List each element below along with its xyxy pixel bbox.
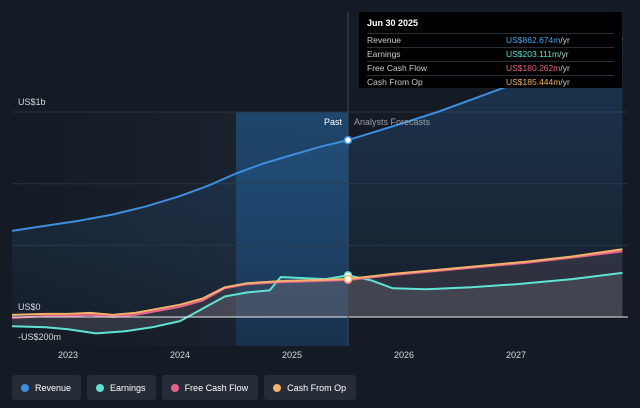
tooltip-row: Earnings US$203.111m /yr <box>367 47 614 61</box>
tooltip-row-name: Free Cash Flow <box>367 63 427 73</box>
series-line-earnings <box>11 271 623 335</box>
marker-cash-from-op <box>343 274 353 284</box>
chart-area: US$1b US$0 -US$200m 2023 2024 2025 2026 2027 P… <box>11 12 628 360</box>
tooltip-row-value: US$862.674m <box>506 35 561 45</box>
legend-item-cash-from-op[interactable]: Cash From Op <box>264 375 357 400</box>
x-tick-label: 2027 <box>506 350 526 360</box>
tooltip-row-unit: /yr <box>560 77 570 87</box>
legend-label: Earnings <box>110 382 146 393</box>
tooltip-row-value: US$180.262m <box>506 63 561 73</box>
tooltip-row-unit: /yr <box>560 35 570 45</box>
y-tick-label: US$0 <box>18 302 41 312</box>
y-tick-label: -US$200m <box>18 332 61 342</box>
tooltip-row-name: Revenue <box>367 35 402 45</box>
series-line-revenue <box>11 37 623 232</box>
x-tick-label: 2025 <box>282 350 302 360</box>
cash-area <box>12 249 623 317</box>
series-lines <box>11 37 623 335</box>
x-tick-label: 2026 <box>394 350 414 360</box>
revenue-area <box>12 38 623 317</box>
tooltip: Jun 30 2025 Revenue US$862.674m /yr Earnin… <box>359 12 622 88</box>
y-axis-labels: US$1b US$0 -US$200m <box>18 97 61 342</box>
legend-label: Free Cash Flow <box>184 382 249 393</box>
tooltip-row-name: Cash From Op <box>367 77 423 87</box>
legend-dot-icon <box>170 383 179 392</box>
legend-dot-icon <box>273 383 282 392</box>
legend: Revenue Earnings Free Cash Flow Cash From O… <box>12 375 357 400</box>
tooltip-row-value: US$203.111m <box>506 49 560 59</box>
y-tick-label: US$1b <box>18 97 46 107</box>
legend-label: Cash From Op <box>287 382 347 393</box>
tooltip-row: Revenue US$862.674m /yr <box>367 33 614 47</box>
legend-dot-icon <box>96 383 105 392</box>
legend-item-earnings[interactable]: Earnings <box>87 375 156 400</box>
forecast-label: Analysts Forecasts <box>354 117 431 127</box>
hover-markers <box>343 135 353 285</box>
tooltip-row-unit: /yr <box>560 63 570 73</box>
x-tick-label: 2023 <box>58 350 78 360</box>
legend-item-revenue[interactable]: Revenue <box>12 375 82 400</box>
tooltip-row: Cash From Op US$185.444m /yr <box>367 75 614 89</box>
legend-dot-icon <box>21 383 29 392</box>
legend-label: Revenue <box>35 382 72 393</box>
tooltip-row-unit: /yr <box>559 49 569 59</box>
x-axis-labels: 2023 2024 2025 2026 2027 <box>58 350 526 360</box>
tooltip-date: Jun 30 2025 <box>367 18 419 28</box>
marker-revenue <box>343 135 353 145</box>
tooltip-row-name: Earnings <box>367 49 401 59</box>
tooltip-row-value: US$185.444m <box>506 77 561 87</box>
past-label: Past <box>324 117 343 127</box>
series-line-cash-from-op <box>11 248 623 316</box>
x-tick-label: 2024 <box>170 350 190 360</box>
tooltip-row: Free Cash Flow US$180.262m /yr <box>367 61 614 75</box>
legend-item-free-cash-flow[interactable]: Free Cash Flow <box>161 375 259 400</box>
